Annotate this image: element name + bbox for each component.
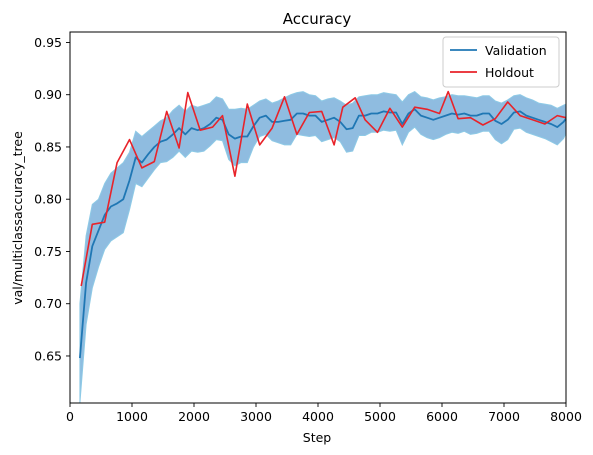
x-tick-label: 8000	[550, 409, 582, 424]
legend-label-holdout: Holdout	[485, 65, 534, 80]
x-tick-label: 1000	[116, 409, 148, 424]
y-tick-label: 0.75	[34, 244, 62, 259]
y-tick-label: 0.85	[34, 139, 62, 154]
y-axis: 0.65 0.70 0.75 0.80 0.85 0.90 0.95	[34, 35, 70, 363]
y-tick-label: 0.70	[34, 296, 62, 311]
x-axis-title: Step	[303, 430, 332, 445]
holdout-series-line	[80, 90, 567, 287]
y-tick-label: 0.80	[34, 192, 62, 207]
x-tick-label: 0	[66, 409, 74, 424]
x-tick-label: 4000	[302, 409, 334, 424]
x-tick-label: 2000	[178, 409, 210, 424]
y-tick-label: 0.65	[34, 348, 62, 363]
x-tick-label: 5000	[364, 409, 396, 424]
x-tick-label: 7000	[488, 409, 520, 424]
x-tick-label: 3000	[240, 409, 272, 424]
y-tick-label: 0.90	[34, 87, 62, 102]
legend: Validation Holdout	[442, 36, 560, 88]
chart-title: Accuracy	[283, 10, 352, 28]
x-tick-label: 6000	[426, 409, 458, 424]
y-tick-label: 0.95	[34, 35, 62, 50]
x-axis: 0 1000 2000 3000 4000 5000 6000 7000 8000	[66, 403, 582, 424]
y-axis-title: val/multiclassaccuracy_tree	[10, 131, 25, 305]
legend-label-validation: Validation	[485, 43, 547, 58]
